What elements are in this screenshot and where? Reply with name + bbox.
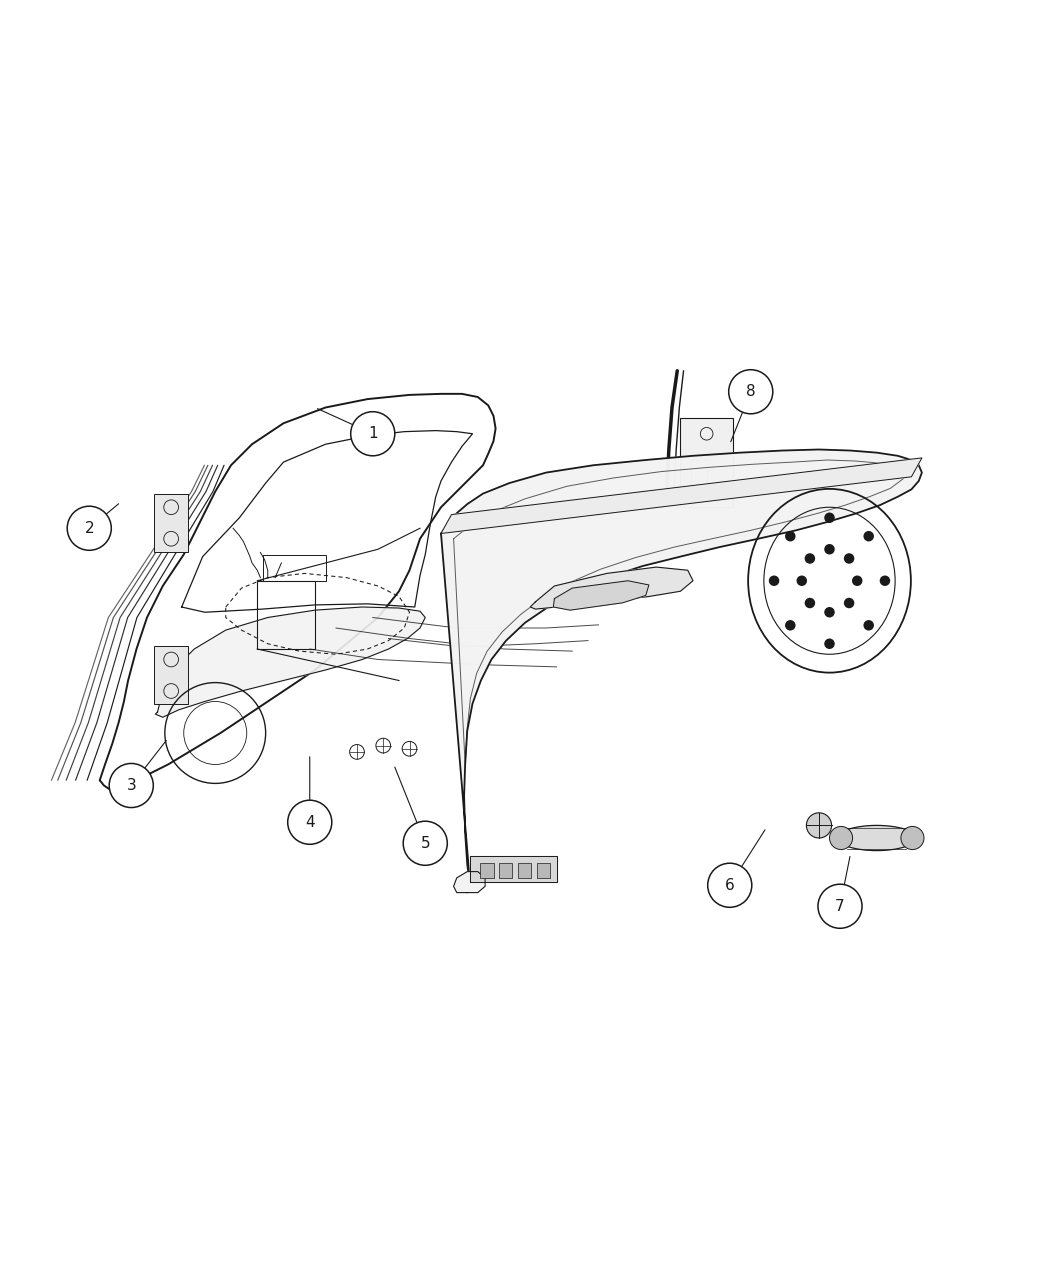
Text: 1: 1 [368, 427, 378, 442]
Circle shape [804, 553, 815, 563]
Polygon shape [470, 856, 556, 882]
Bar [680, 418, 733, 507]
Polygon shape [530, 567, 693, 609]
Circle shape [863, 531, 874, 541]
Circle shape [806, 812, 832, 838]
Circle shape [403, 821, 447, 866]
Circle shape [351, 411, 395, 456]
Circle shape [824, 512, 835, 524]
Text: 7: 7 [835, 899, 845, 914]
Text: 6: 6 [724, 877, 735, 893]
Circle shape [769, 576, 779, 586]
Circle shape [708, 863, 752, 907]
Bar [691, 460, 707, 487]
Circle shape [785, 621, 796, 631]
Polygon shape [441, 458, 922, 534]
Text: 2: 2 [84, 521, 94, 536]
Bar [537, 863, 550, 877]
Circle shape [785, 531, 796, 541]
Circle shape [824, 638, 835, 649]
Bar [257, 581, 315, 649]
Circle shape [109, 764, 153, 807]
Circle shape [824, 607, 835, 618]
Text: 4: 4 [304, 815, 315, 830]
Circle shape [804, 598, 815, 608]
Circle shape [797, 576, 807, 586]
Bar [480, 863, 494, 877]
Circle shape [288, 801, 332, 844]
Bar [499, 863, 512, 877]
Circle shape [67, 506, 111, 550]
Circle shape [844, 553, 855, 563]
Circle shape [901, 826, 924, 849]
Circle shape [818, 884, 862, 928]
Bar [154, 646, 188, 704]
Text: 8: 8 [746, 384, 756, 400]
Circle shape [830, 826, 853, 849]
Text: 3: 3 [126, 778, 136, 793]
Circle shape [844, 598, 855, 608]
Circle shape [863, 621, 874, 631]
Bar [518, 863, 531, 877]
Circle shape [729, 370, 773, 414]
Circle shape [852, 576, 862, 586]
Polygon shape [441, 450, 922, 889]
Polygon shape [553, 581, 649, 610]
Polygon shape [454, 872, 485, 893]
Polygon shape [155, 607, 425, 718]
Circle shape [880, 576, 890, 586]
Bar [262, 554, 326, 581]
Ellipse shape [838, 825, 916, 850]
Bar [154, 494, 188, 552]
Circle shape [824, 544, 835, 554]
Text: 5: 5 [420, 835, 430, 850]
